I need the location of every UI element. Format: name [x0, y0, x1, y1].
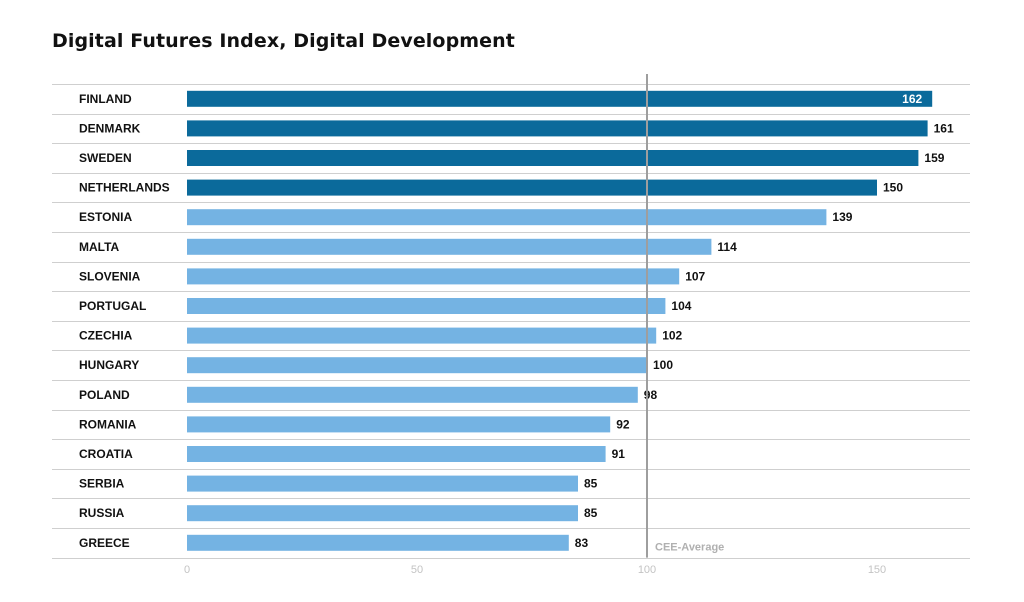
value-label-portugal: 104 [671, 299, 691, 313]
category-label-estonia: ESTONIA [79, 210, 132, 224]
bar-serbia [187, 475, 578, 492]
value-label-russia: 85 [584, 506, 598, 520]
bar-estonia [187, 209, 827, 226]
reference-line-label: CEE-Average [655, 542, 724, 554]
x-tick-label: 0 [184, 564, 190, 576]
category-label-croatia: CROATIA [79, 447, 133, 461]
category-label-denmark: DENMARK [79, 121, 141, 135]
x-tick-label: 50 [411, 564, 423, 576]
value-label-poland: 98 [644, 388, 658, 402]
category-label-serbia: SERBIA [79, 477, 125, 491]
bar-malta [187, 238, 712, 255]
x-tick-label: 100 [638, 564, 656, 576]
value-label-romania: 92 [616, 417, 630, 431]
category-label-sweden: SWEDEN [79, 151, 132, 165]
bar-sweden [187, 150, 919, 166]
bar-portugal [187, 298, 666, 314]
value-label-slovenia: 107 [685, 269, 705, 283]
value-label-czechia: 102 [662, 329, 682, 343]
value-label-sweden: 159 [924, 151, 944, 165]
category-label-portugal: PORTUGAL [79, 299, 146, 313]
bar-czechia [187, 327, 657, 344]
value-label-netherlands: 150 [883, 181, 903, 195]
bar-hungary [187, 357, 647, 374]
chart-title: Digital Futures Index, Digital Developme… [52, 30, 515, 52]
value-label-finland: 162 [902, 92, 922, 106]
category-label-greece: GREECE [79, 536, 130, 550]
x-tick-label: 150 [868, 564, 886, 576]
bar-russia [187, 505, 578, 522]
value-label-denmark: 161 [934, 121, 954, 135]
category-label-poland: POLAND [79, 388, 130, 402]
bar-romania [187, 416, 611, 433]
bar-finland [187, 90, 933, 107]
bar-croatia [187, 446, 606, 462]
value-label-greece: 83 [575, 536, 589, 550]
category-label-hungary: HUNGARY [79, 358, 139, 372]
value-label-serbia: 85 [584, 477, 598, 491]
value-label-estonia: 139 [832, 210, 852, 224]
category-label-malta: MALTA [79, 240, 120, 254]
bar-denmark [187, 120, 928, 137]
value-label-croatia: 91 [612, 447, 626, 461]
value-label-hungary: 100 [653, 358, 673, 372]
category-label-russia: RUSSIA [79, 506, 125, 520]
value-label-malta: 114 [717, 240, 737, 254]
category-label-czechia: CZECHIA [79, 329, 133, 343]
category-label-slovenia: SLOVENIA [79, 269, 141, 283]
bar-netherlands [187, 179, 877, 196]
category-label-romania: ROMANIA [79, 417, 137, 431]
bar-greece [187, 534, 569, 551]
category-label-netherlands: NETHERLANDS [79, 181, 170, 195]
category-label-finland: FINLAND [79, 92, 132, 106]
bar-slovenia [187, 268, 680, 285]
bar-poland [187, 386, 638, 403]
